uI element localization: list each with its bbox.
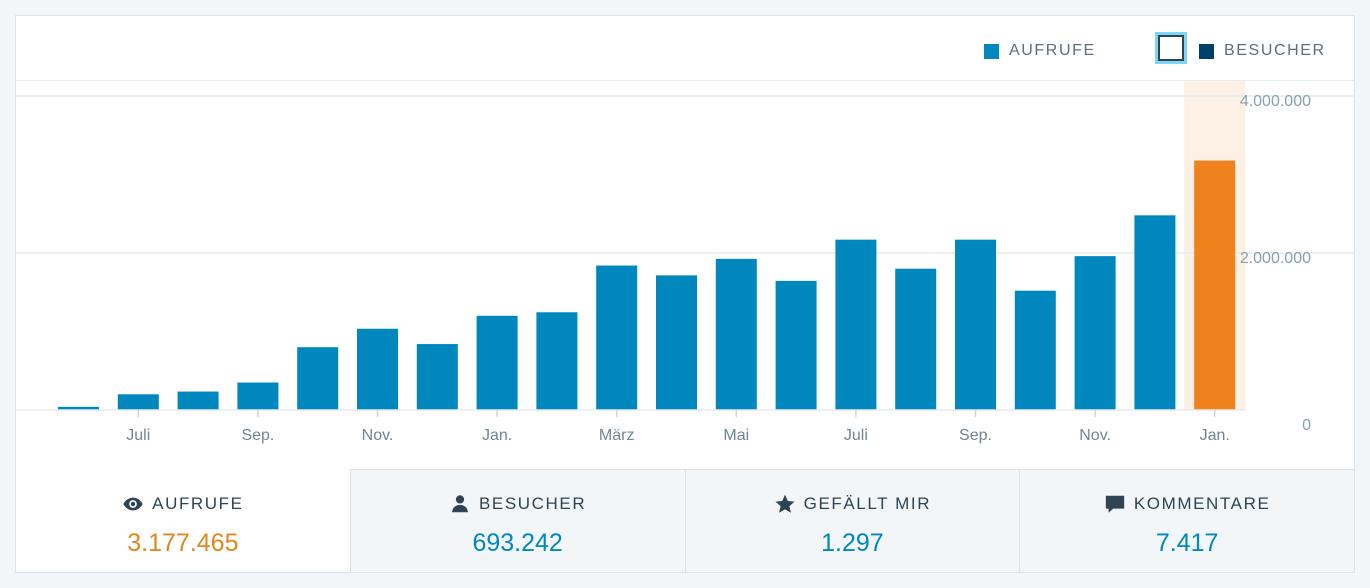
bar[interactable]	[1134, 215, 1176, 410]
x-tick-label: Jan.	[482, 427, 512, 444]
bar[interactable]	[58, 406, 99, 410]
stat-value-views: 3.177.465	[127, 529, 239, 557]
bar[interactable]	[775, 280, 817, 410]
x-tick-label: Nov.	[362, 427, 394, 444]
x-tick-label: Jan.	[1200, 427, 1230, 444]
bar[interactable]	[955, 239, 996, 410]
bar-chart: 0 2.000.000 4.000.000 Juli Sep. Nov. Jan. März M…	[16, 81, 1354, 444]
x-tick-label: Juli	[844, 427, 868, 444]
bar[interactable]	[536, 312, 578, 410]
x-tick-label: März	[599, 427, 635, 444]
legend-item-visitors[interactable]: BESUCHER	[1199, 42, 1326, 60]
x-tick-label: Mai	[723, 427, 749, 444]
stat-label-likes: GEFÄLLT MIR	[803, 494, 932, 513]
stat-tab-comments[interactable]: KOMMENTARE 7.417	[1019, 469, 1354, 572]
comment-icon	[1105, 495, 1124, 513]
stat-value-comments: 7.417	[1155, 529, 1219, 557]
x-tick-label: Sep.	[959, 427, 992, 444]
legend-item-views[interactable]: AUFRUFE	[984, 42, 1096, 60]
bar[interactable]	[1194, 160, 1236, 410]
bar[interactable]	[476, 315, 518, 410]
visitors-toggle-checkbox[interactable]	[1158, 35, 1184, 61]
bar[interactable]	[177, 391, 219, 410]
stats-card: AUFRUFE BESUCHER 0 2.000.000 4.000.000 Juli…	[15, 15, 1355, 573]
person-icon	[452, 495, 468, 513]
y-tick-label: 0	[1302, 417, 1311, 434]
stat-tab-views[interactable]: AUFRUFE 3.177.465	[16, 469, 350, 572]
bar[interactable]	[895, 268, 937, 410]
stat-value-likes: 1.297	[821, 529, 884, 557]
bar[interactable]	[1014, 290, 1056, 410]
stat-value-visitors: 693.242	[472, 529, 563, 557]
chart-legend: AUFRUFE BESUCHER	[16, 16, 1354, 81]
bar[interactable]	[297, 347, 339, 410]
legend-label-visitors: BESUCHER	[1224, 42, 1326, 59]
legend-swatch-views	[984, 43, 999, 59]
legend-swatch-visitors	[1199, 43, 1214, 59]
stat-label-comments: KOMMENTARE	[1133, 494, 1271, 513]
bar[interactable]	[416, 344, 458, 410]
x-tick-label: Nov.	[1079, 427, 1111, 444]
y-tick-label: 2.000.000	[1240, 250, 1311, 267]
bar[interactable]	[1074, 256, 1116, 410]
x-tick-label: Sep.	[241, 427, 274, 444]
bar[interactable]	[715, 258, 757, 410]
stats-tabs: AUFRUFE 3.177.465 BESUCHER 693.242 GEFÄL…	[16, 469, 1354, 572]
bar[interactable]	[237, 382, 279, 410]
bar[interactable]	[596, 265, 638, 410]
stat-label-views: AUFRUFE	[152, 494, 244, 513]
y-tick-label: 4.000.000	[1240, 93, 1311, 110]
stat-tab-visitors[interactable]: BESUCHER 693.242	[349, 469, 685, 572]
stat-label-visitors: BESUCHER	[478, 494, 587, 513]
legend-label-views: AUFRUFE	[1009, 42, 1096, 59]
x-tick-label: Juli	[126, 427, 150, 444]
star-icon	[775, 494, 795, 513]
bar[interactable]	[357, 328, 398, 410]
bar[interactable]	[117, 394, 159, 410]
bar[interactable]	[835, 239, 877, 410]
bar[interactable]	[656, 275, 697, 410]
eye-icon	[123, 497, 143, 511]
stat-tab-likes[interactable]: GEFÄLLT MIR 1.297	[684, 469, 1020, 572]
